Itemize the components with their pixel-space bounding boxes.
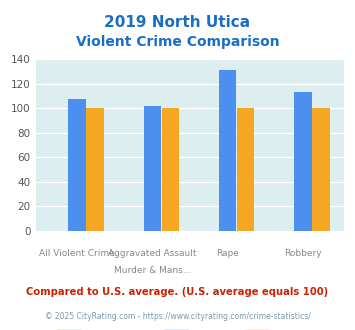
Bar [68,99,86,231]
Bar [144,106,161,231]
Bar [219,70,236,231]
Text: Rape: Rape [216,249,239,258]
Bar [312,109,330,231]
Bar [162,109,179,231]
Text: All Violent Crime: All Violent Crime [39,249,115,258]
Text: Robbery: Robbery [284,249,322,258]
Text: Murder & Mans...: Murder & Mans... [114,266,191,275]
Bar [294,92,312,231]
Text: Violent Crime Comparison: Violent Crime Comparison [76,35,279,49]
Text: Aggravated Assault: Aggravated Assault [108,249,197,258]
Text: 2019 North Utica: 2019 North Utica [104,15,251,30]
Bar [86,109,104,231]
Text: Compared to U.S. average. (U.S. average equals 100): Compared to U.S. average. (U.S. average … [26,287,329,297]
Text: © 2025 CityRating.com - https://www.cityrating.com/crime-statistics/: © 2025 CityRating.com - https://www.city… [45,312,310,321]
Legend: North Utica, Illinois, National: North Utica, Illinois, National [52,326,328,330]
Bar [237,109,254,231]
